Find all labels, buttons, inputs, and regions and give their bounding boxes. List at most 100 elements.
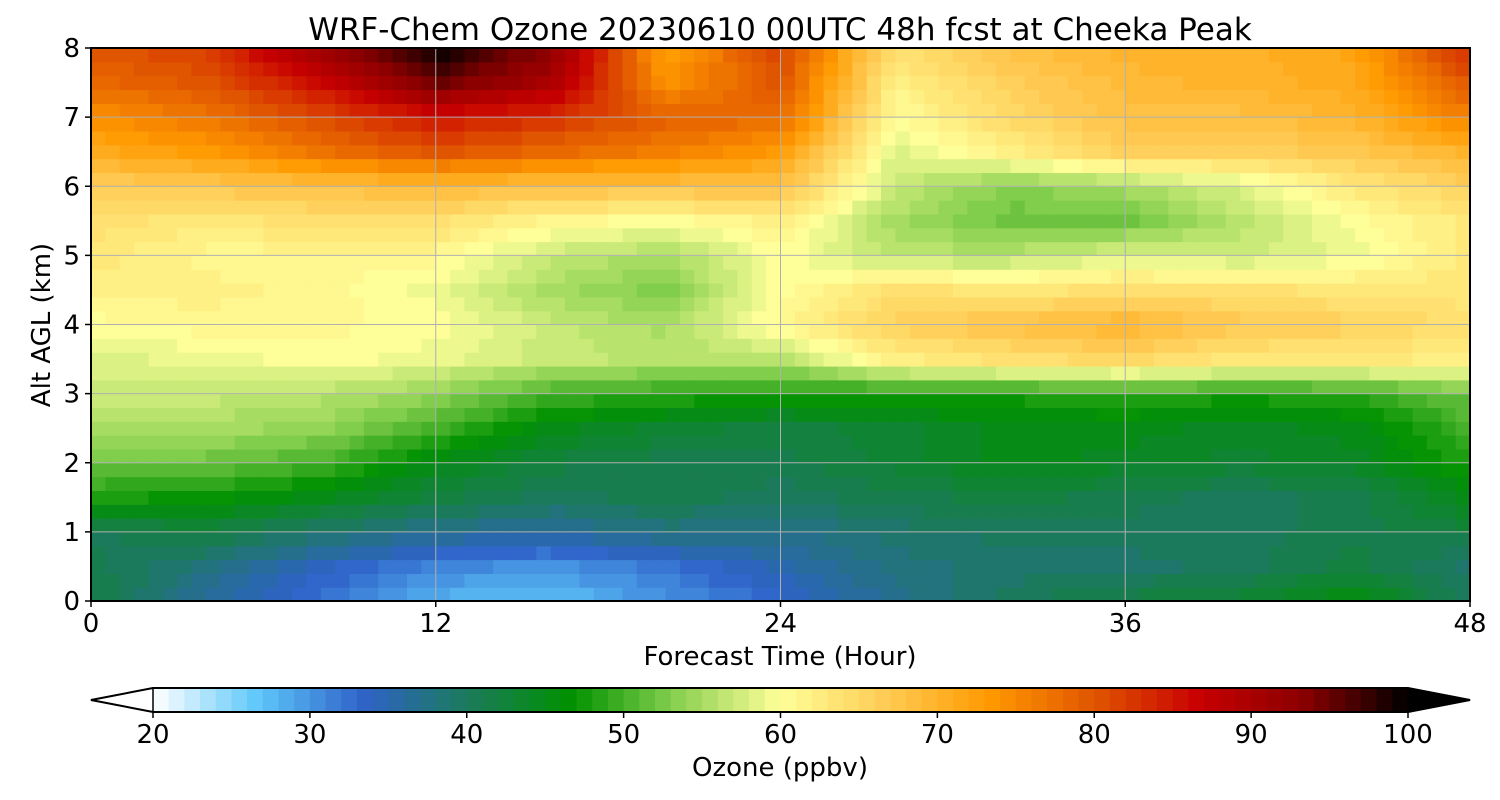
heatmap-cell [464, 48, 480, 63]
heatmap-cell [895, 103, 911, 118]
heatmap-cell [995, 269, 1011, 284]
heatmap-cell [134, 255, 150, 270]
heatmap-cell [1125, 200, 1141, 215]
heatmap-cell [277, 200, 293, 215]
heatmap-cell [636, 213, 652, 229]
heatmap-cell [521, 117, 537, 132]
heatmap-cell [967, 89, 983, 104]
heatmap-cell [1398, 462, 1414, 478]
heatmap-cell [421, 227, 437, 243]
heatmap-cell [292, 448, 308, 464]
heatmap-cell [866, 117, 882, 132]
heatmap-cell [881, 283, 897, 298]
heatmap-cell [234, 531, 250, 547]
heatmap-cell [1197, 48, 1213, 63]
heatmap-cell [665, 587, 681, 601]
heatmap-cell [507, 117, 523, 132]
heatmap-cell [205, 462, 221, 478]
heatmap-cell [995, 338, 1011, 353]
heatmap-cell [1039, 531, 1055, 547]
heatmap-cell [277, 462, 293, 478]
heatmap-cell [320, 573, 336, 588]
heatmap-cell [306, 186, 322, 201]
heatmap-cell [608, 310, 624, 326]
heatmap-cell [737, 283, 753, 298]
heatmap-cell [938, 379, 954, 395]
heatmap-cell [938, 130, 954, 146]
heatmap-cell [249, 435, 264, 450]
heatmap-cell [1024, 283, 1040, 298]
heatmap-cell [205, 379, 221, 395]
colorbar-cell [780, 688, 797, 712]
heatmap-cell [995, 573, 1011, 588]
heatmap-cell [780, 103, 796, 118]
heatmap-cell [1426, 227, 1442, 243]
heatmap-cell [780, 144, 796, 160]
heatmap-cell [780, 338, 796, 353]
heatmap-cell [938, 365, 954, 381]
heatmap-cell [1355, 587, 1371, 601]
heatmap-cell [1240, 172, 1256, 187]
heatmap-cell [1211, 559, 1227, 574]
heatmap-cell [924, 462, 940, 478]
heatmap-cell [1225, 531, 1241, 547]
heatmap-cell [1268, 365, 1284, 381]
heatmap-cell [708, 324, 724, 339]
heatmap-cell [1311, 407, 1327, 422]
heatmap-cell [249, 545, 264, 561]
heatmap-cell [320, 75, 336, 91]
heatmap-cell [924, 269, 940, 284]
heatmap-cell [263, 421, 279, 436]
heatmap-cell [1426, 310, 1442, 326]
heatmap-cell [938, 103, 954, 118]
heatmap-cell [622, 283, 638, 298]
heatmap-cell [565, 462, 580, 478]
heatmap-cell [924, 352, 940, 367]
heatmap-cell [995, 393, 1011, 409]
heatmap-cell [234, 117, 250, 132]
heatmap-cell [737, 338, 753, 353]
heatmap-cell [550, 324, 566, 339]
heatmap-cell [1039, 490, 1055, 505]
heatmap-cell [263, 448, 279, 464]
heatmap-cell [895, 296, 911, 312]
heatmap-cell [378, 407, 394, 422]
heatmap-cell [1283, 531, 1299, 547]
heatmap-cell [1153, 379, 1169, 395]
heatmap-cell [162, 462, 178, 478]
heatmap-cell [249, 379, 264, 395]
heatmap-cell [938, 241, 954, 256]
heatmap-cell [708, 89, 724, 104]
heatmap-cell [1240, 310, 1256, 326]
heatmap-cell [134, 352, 150, 367]
heatmap-cell [191, 338, 207, 353]
heatmap-cell [1197, 531, 1213, 547]
heatmap-cell [335, 283, 351, 298]
heatmap-cell [938, 448, 954, 464]
heatmap-cell [651, 186, 667, 201]
heatmap-cell [1153, 89, 1169, 104]
heatmap-cell [1283, 421, 1299, 436]
heatmap-cell [1211, 158, 1227, 174]
heatmap-cell [1283, 213, 1299, 229]
heatmap-cell [881, 587, 897, 601]
heatmap-cell [119, 559, 135, 574]
heatmap-cell [608, 213, 624, 229]
heatmap-cell [450, 213, 466, 229]
heatmap-cell [952, 269, 968, 284]
heatmap-cell [1211, 352, 1227, 367]
heatmap-cell [1455, 241, 1470, 256]
heatmap-cell [91, 518, 106, 533]
heatmap-cell [565, 255, 580, 270]
heatmap-cell [205, 435, 221, 450]
heatmap-cell [378, 117, 394, 132]
heatmap-cell [306, 448, 322, 464]
heatmap-cell [579, 213, 595, 229]
heatmap-cell [723, 89, 738, 104]
heatmap-cell [392, 186, 408, 201]
heatmap-cell [622, 518, 638, 533]
heatmap-cell [952, 393, 968, 409]
heatmap-cell [1010, 75, 1026, 91]
heatmap-cell [493, 379, 509, 395]
heatmap-cell [493, 338, 509, 353]
